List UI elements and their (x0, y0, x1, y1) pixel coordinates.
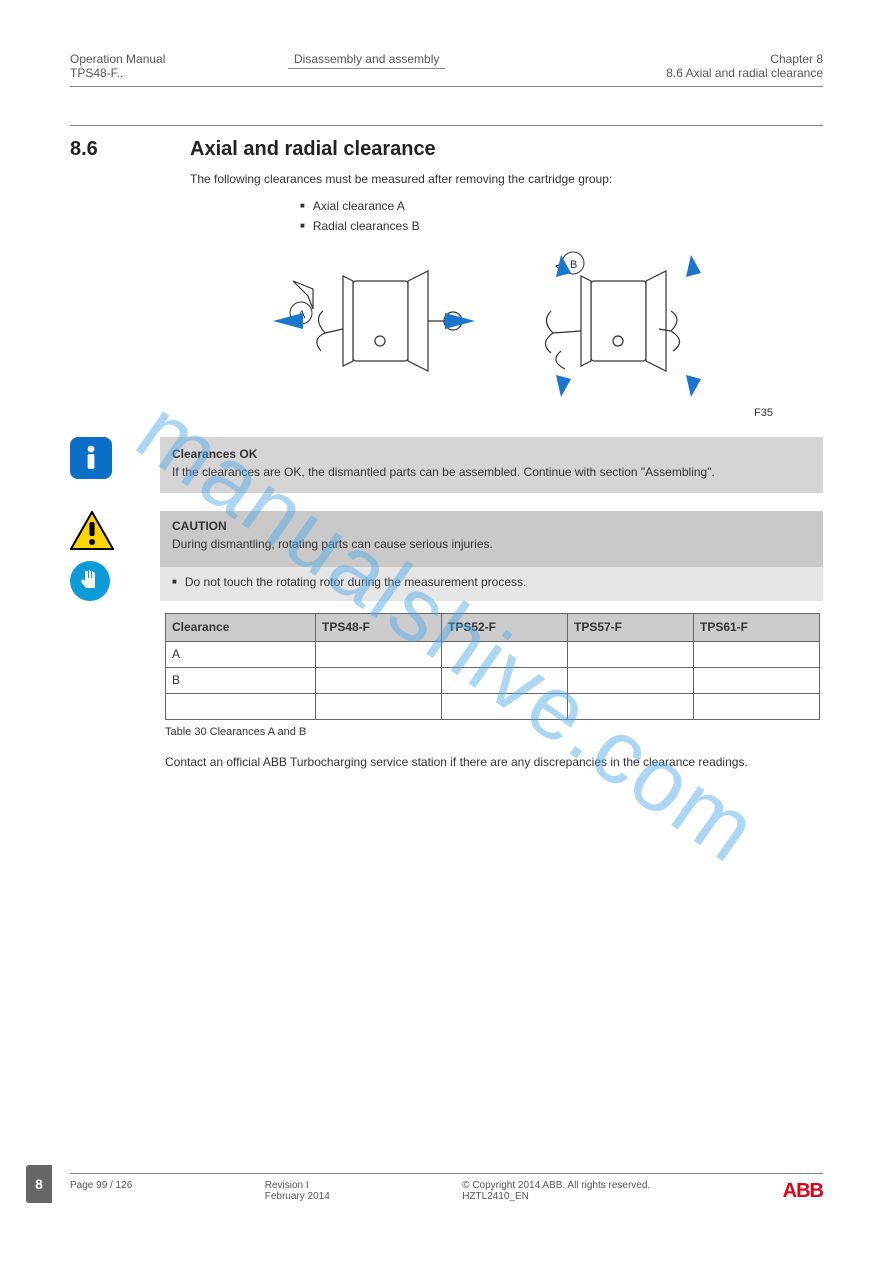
warning-mitigation: Do not touch the rotating rotor during t… (172, 575, 526, 589)
table-row: A (166, 641, 820, 667)
table-row: B (166, 667, 820, 693)
th-model: TPS57-F (568, 613, 694, 641)
header-chapter: Chapter 8 (653, 52, 823, 66)
header-center: Disassembly and assembly (280, 52, 653, 69)
th-model: TPS52-F (442, 613, 568, 641)
warning-icon (70, 511, 114, 551)
page-footer: Page 99 / 126 Revision I February 2014 ©… (70, 1173, 823, 1203)
header-product: TPS48-F.. (70, 66, 280, 80)
info-note-row: Clearances OK If the clearances are OK, … (70, 437, 823, 493)
header-left: Operation Manual TPS48-F.. (70, 52, 280, 80)
abb-logo: ABB (783, 1180, 823, 1203)
th-model: TPS48-F (316, 613, 442, 641)
page-tab: 8 (26, 1165, 52, 1203)
bullet-item: Radial clearances B (300, 216, 823, 236)
header-section-title: Disassembly and assembly (288, 52, 445, 69)
header-doc-type: Operation Manual (70, 52, 280, 66)
footer-copyright: © Copyright 2014 ABB. All rights reserve… (462, 1180, 650, 1191)
table-row (166, 693, 820, 719)
bullet-list: Axial clearance A Radial clearances B (300, 196, 823, 237)
figure-caption: F35 (70, 407, 773, 419)
clearance-table: Clearance TPS48-F TPS52-F TPS57-F TPS61-… (165, 613, 820, 720)
header-subsection: 8.6 Axial and radial clearance (653, 66, 823, 80)
warning-box: CAUTION During dismantling, rotating par… (160, 511, 823, 601)
th-clearance: Clearance (166, 613, 316, 641)
footer-page-label: Page (70, 1180, 93, 1191)
footer-page-num: 99 / 126 (96, 1180, 132, 1191)
page-header: Operation Manual TPS48-F.. Disassembly a… (70, 0, 823, 87)
note-body: If the clearances are OK, the dismantled… (172, 465, 811, 479)
footer-date: February 2014 (265, 1191, 330, 1202)
section-number: 8.6 (70, 138, 162, 161)
label-b: B (570, 259, 577, 271)
glove-icon (70, 561, 110, 601)
section-heading: 8.6 Axial and radial clearance (70, 138, 823, 161)
header-right: Chapter 8 8.6 Axial and radial clearance (653, 52, 823, 80)
note-title: Clearances OK (172, 447, 811, 461)
footer-doc-id: HZTL2410_EN (462, 1191, 650, 1202)
info-icon (70, 437, 112, 479)
warning-text: During dismantling, rotating parts can c… (172, 537, 811, 551)
section-title-text: Axial and radial clearance (190, 138, 436, 161)
figure-row: A B (160, 251, 823, 401)
section-divider (70, 125, 823, 126)
th-model: TPS61-F (694, 613, 820, 641)
footer-rev-val: I (306, 1180, 309, 1191)
outro-paragraph: Contact an official ABB Turbocharging se… (165, 754, 805, 771)
intro-paragraph: The following clearances must be measure… (190, 171, 710, 188)
figure-radial: B (501, 251, 721, 401)
info-note: Clearances OK If the clearances are OK, … (160, 437, 823, 493)
figure-axial: A (263, 251, 483, 401)
warning-row: CAUTION During dismantling, rotating par… (70, 511, 823, 601)
bullet-item: Axial clearance A (300, 196, 823, 216)
warning-category: CAUTION (172, 519, 811, 533)
footer-rev-label: Revision (265, 1180, 303, 1191)
table-caption: Table 30 Clearances A and B (165, 726, 823, 738)
